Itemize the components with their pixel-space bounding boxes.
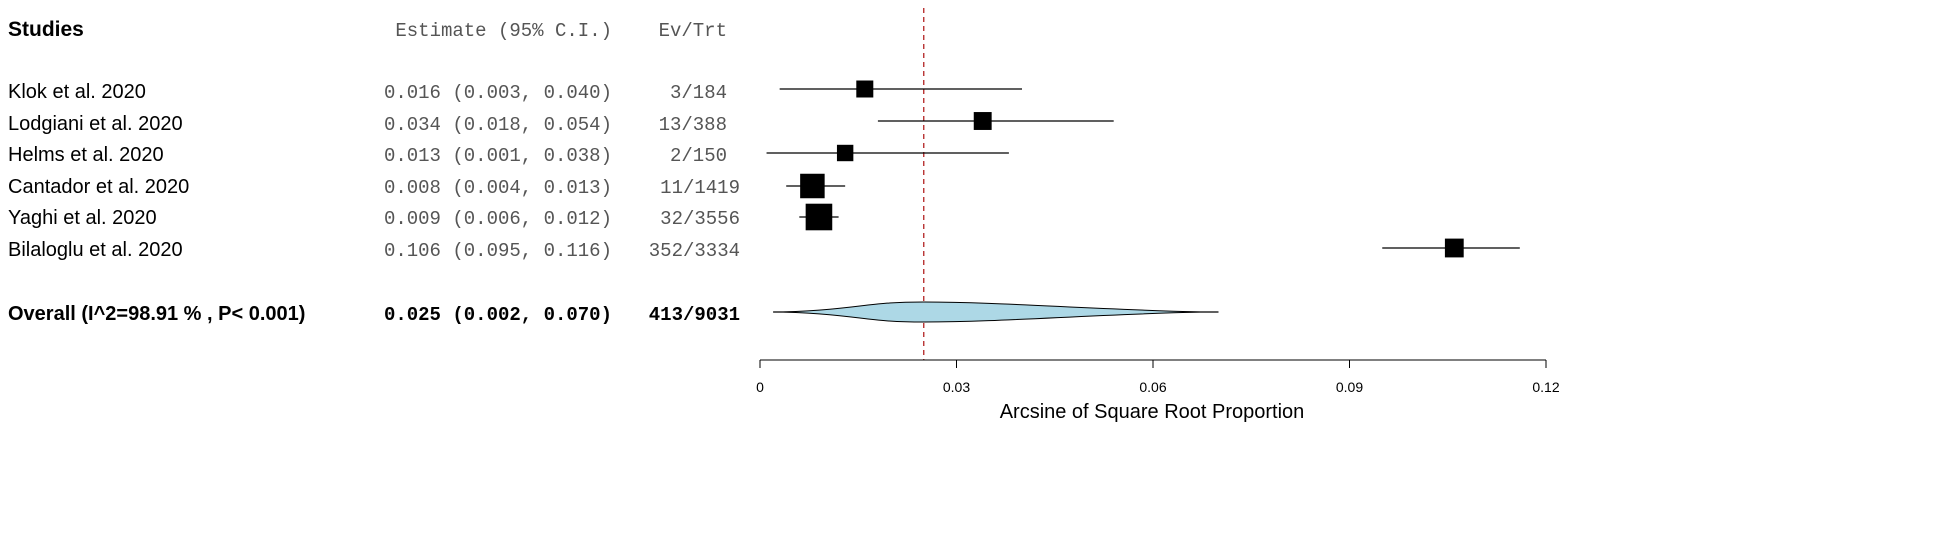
study-name: Helms et al. 2020 xyxy=(8,144,164,166)
study-events: 352/3334 xyxy=(649,240,740,262)
study-row: Klok et al. 2020 0.016 (0.003, 0.040) 3/… xyxy=(8,81,727,104)
study-estimate: 0.009 (0.006, 0.012) xyxy=(384,208,612,230)
point-estimate-marker xyxy=(973,112,992,130)
point-estimate-marker xyxy=(856,80,874,98)
x-tick-label: 0.06 xyxy=(1139,379,1166,395)
study-row: Cantador et al. 2020 0.008 (0.004, 0.013… xyxy=(8,176,740,199)
estimate-header: Estimate (95% C.I.) xyxy=(395,20,612,42)
events-header: Ev/Trt xyxy=(659,20,727,42)
study-row: Lodgiani et al. 2020 0.034 (0.018, 0.054… xyxy=(8,113,727,136)
point-estimate-marker xyxy=(800,173,825,199)
study-estimate: 0.106 (0.095, 0.116) xyxy=(384,240,612,262)
study-events: 32/3556 xyxy=(660,208,740,230)
study-estimate: 0.013 (0.001, 0.038) xyxy=(384,145,612,167)
study-events: 13/388 xyxy=(659,114,727,136)
x-tick-label: 0.09 xyxy=(1336,379,1363,395)
study-row: Helms et al. 2020 0.013 (0.001, 0.038) 2… xyxy=(8,144,727,167)
study-events: 11/1419 xyxy=(660,177,740,199)
overall-diamond xyxy=(783,301,1201,323)
overall-estimate: 0.025 (0.002, 0.070) xyxy=(384,304,612,326)
x-tick-label: 0 xyxy=(756,379,764,395)
point-estimate-marker xyxy=(805,203,833,231)
studies-header: Studies xyxy=(8,18,84,41)
study-name: Cantador et al. 2020 xyxy=(8,176,189,198)
plot-area: 0 0.03 0.06 0.09 0.12 xyxy=(756,8,1560,395)
study-estimate: 0.008 (0.004, 0.013) xyxy=(384,177,612,199)
study-row: Yaghi et al. 2020 0.009 (0.006, 0.012) 3… xyxy=(8,207,740,230)
x-tick-label: 0.12 xyxy=(1532,379,1559,395)
x-axis-label: Arcsine of Square Root Proportion xyxy=(1000,401,1305,423)
study-name: Klok et al. 2020 xyxy=(8,81,146,103)
point-estimate-marker xyxy=(836,144,854,162)
study-name: Yaghi et al. 2020 xyxy=(8,207,157,229)
x-tick-label: 0.03 xyxy=(943,379,970,395)
study-events: 2/150 xyxy=(670,145,727,167)
study-name: Lodgiani et al. 2020 xyxy=(8,113,183,135)
point-estimate-marker xyxy=(1444,238,1464,258)
overall-row: Overall (I^2=98.91 % , P< 0.001) 0.025 (… xyxy=(8,303,740,326)
study-estimate: 0.034 (0.018, 0.054) xyxy=(384,114,612,136)
study-events: 3/184 xyxy=(670,82,727,104)
overall-label: Overall (I^2=98.91 % , P< 0.001) xyxy=(8,303,305,325)
overall-events: 413/9031 xyxy=(649,304,740,326)
study-estimate: 0.016 (0.003, 0.040) xyxy=(384,82,612,104)
study-row: Bilaloglu et al. 2020 0.106 (0.095, 0.11… xyxy=(8,239,740,262)
study-name: Bilaloglu et al. 2020 xyxy=(8,239,183,261)
